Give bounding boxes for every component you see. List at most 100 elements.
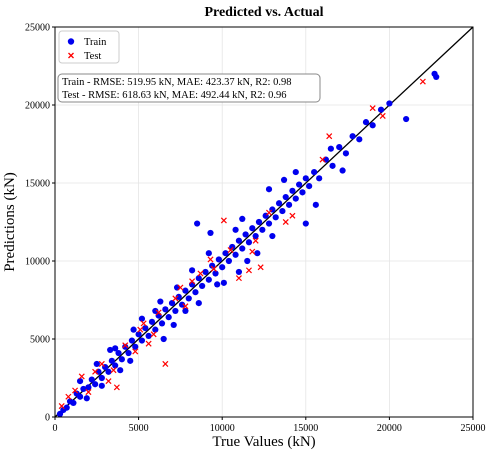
train-point xyxy=(132,343,139,350)
train-point xyxy=(292,168,299,176)
train-point xyxy=(302,175,309,182)
train-point xyxy=(105,368,112,375)
train-point xyxy=(212,270,219,277)
train-point xyxy=(225,257,232,265)
test-point xyxy=(110,367,117,374)
train-point xyxy=(242,231,249,238)
train-point xyxy=(369,122,376,129)
train-point xyxy=(182,307,189,315)
y-tick-label: 5000 xyxy=(30,335,50,346)
test-point xyxy=(137,326,144,333)
train-point xyxy=(158,320,166,327)
train-point xyxy=(306,183,313,190)
test-point xyxy=(319,156,326,163)
test-point xyxy=(197,270,204,277)
train-point xyxy=(115,349,122,357)
test-point xyxy=(85,389,92,396)
train-point xyxy=(118,356,125,363)
train-point xyxy=(130,326,137,333)
train-point xyxy=(175,293,182,300)
train-point xyxy=(249,225,256,232)
train-point xyxy=(272,214,279,221)
train-point xyxy=(235,237,243,244)
train-point xyxy=(202,268,209,276)
train-point xyxy=(199,282,206,290)
train-point xyxy=(239,215,246,222)
train-point xyxy=(160,335,167,343)
test-point xyxy=(98,360,105,367)
train-point xyxy=(63,404,70,411)
test-point xyxy=(105,378,112,385)
train-point xyxy=(296,181,303,188)
x-axis-label: True Values (kN) xyxy=(212,434,315,450)
train-point xyxy=(168,300,176,307)
train-point xyxy=(386,100,393,107)
test-point xyxy=(182,303,189,310)
train-point xyxy=(157,298,164,305)
reference-line xyxy=(54,26,474,418)
test-point xyxy=(369,105,376,112)
train-point xyxy=(322,156,329,163)
train-point xyxy=(152,326,159,333)
train-point xyxy=(269,232,276,240)
train-point xyxy=(178,301,186,308)
train-point xyxy=(135,331,142,338)
test-point xyxy=(189,278,196,285)
train-point xyxy=(356,136,363,143)
train-point xyxy=(265,186,273,193)
y-tick-label: 25000 xyxy=(25,23,50,34)
test-point xyxy=(132,348,139,355)
legend-test-marker xyxy=(68,52,74,59)
train-point xyxy=(220,279,227,286)
test-point xyxy=(177,284,184,291)
legend-train-marker xyxy=(67,38,75,45)
train-point xyxy=(93,360,100,368)
train-point xyxy=(85,384,92,391)
train-point xyxy=(165,314,172,321)
test-point xyxy=(65,393,72,400)
train-point xyxy=(172,307,179,315)
train-point xyxy=(285,201,293,208)
metrics-frame xyxy=(57,73,321,103)
train-point xyxy=(70,399,77,407)
train-point xyxy=(377,106,385,113)
test-point xyxy=(92,368,99,375)
x-tick-label: 5000 xyxy=(129,423,149,434)
train-point xyxy=(235,268,243,276)
train-point xyxy=(282,193,289,201)
train-point xyxy=(433,73,440,81)
test-point xyxy=(155,309,162,316)
test-point xyxy=(122,342,129,349)
train-point xyxy=(182,287,189,294)
legend-test-label: Test xyxy=(84,51,101,62)
train-point xyxy=(205,276,212,283)
train-point xyxy=(244,257,251,265)
test-point xyxy=(145,340,152,347)
test-point xyxy=(78,373,85,380)
train-point xyxy=(342,150,350,157)
test-point xyxy=(150,331,157,338)
test-point xyxy=(257,264,264,271)
train-point xyxy=(275,200,283,207)
legend: Train Test xyxy=(58,30,120,64)
train-point xyxy=(148,318,156,325)
test-point xyxy=(58,403,65,410)
train-point xyxy=(289,187,296,194)
x-tick-label: 0 xyxy=(53,423,58,434)
train-point xyxy=(142,324,149,332)
x-tick-label: 25000 xyxy=(461,423,486,434)
train-point xyxy=(173,284,181,291)
reference-line-layer xyxy=(54,26,474,418)
train-point xyxy=(107,346,114,354)
train-point xyxy=(112,345,119,352)
train-point xyxy=(219,264,226,271)
metrics-train: Train - RMSE: 519.95 kN, MAE: 423.37 kN,… xyxy=(62,77,291,88)
train-point xyxy=(292,195,299,202)
train-point xyxy=(222,250,229,257)
legend-box xyxy=(58,30,120,64)
x-tick-label: 20000 xyxy=(377,423,402,434)
train-point xyxy=(170,321,177,329)
test-point xyxy=(245,267,252,274)
train-point xyxy=(192,289,199,296)
train-point xyxy=(145,332,152,339)
